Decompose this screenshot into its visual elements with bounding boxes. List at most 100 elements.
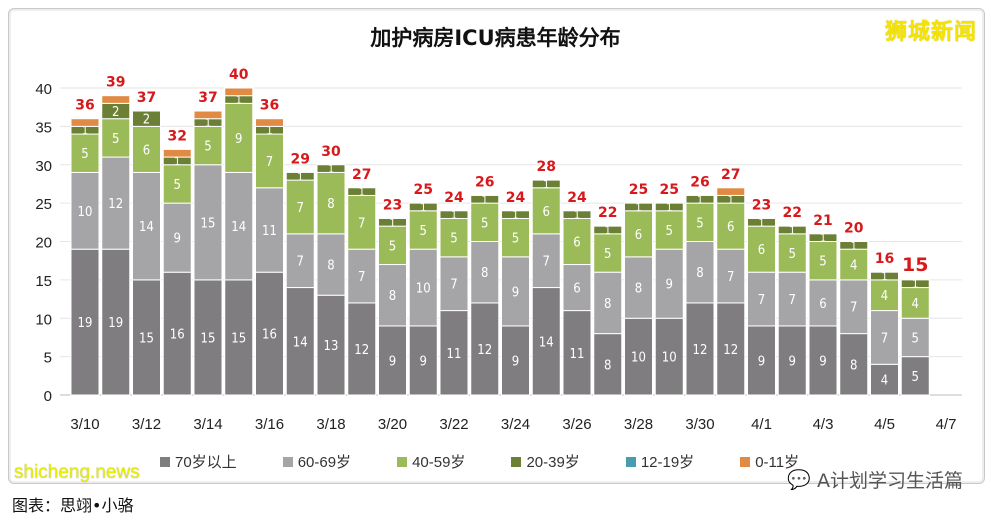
- bar-segment: [839, 333, 869, 396]
- segment-label: 9: [174, 232, 181, 247]
- segment-label: 5: [204, 140, 211, 155]
- segment-label: 1: [574, 209, 580, 222]
- segment-label: 16: [170, 328, 185, 343]
- total-label: 16: [875, 251, 894, 267]
- segment-label: 1: [881, 270, 887, 283]
- segment-label: 1: [697, 193, 703, 206]
- total-label: 26: [690, 174, 709, 190]
- bar-segment: [224, 279, 254, 396]
- segment-label: 9: [789, 354, 796, 369]
- bar-segment: [132, 279, 161, 396]
- total-label: 27: [352, 167, 371, 183]
- segment-label: 1: [728, 193, 734, 206]
- bar-segment: [870, 279, 899, 312]
- segment-label: 1: [389, 216, 395, 229]
- segment-label: 7: [850, 301, 857, 316]
- segment-label: 7: [358, 216, 365, 231]
- segment-label: 9: [666, 278, 673, 293]
- legend-label: 0-11岁: [755, 454, 800, 471]
- segment-label: 9: [512, 285, 519, 300]
- bar-segment: [562, 217, 592, 266]
- bar-segment: [562, 210, 592, 219]
- total-label: 36: [260, 98, 279, 114]
- bar-segment: [654, 317, 684, 396]
- caption: 图表：思翊•小骆: [12, 496, 134, 515]
- segment-label: 1: [359, 186, 365, 199]
- total-label: 36: [75, 98, 94, 114]
- segment-label: 14: [231, 220, 246, 235]
- segment-label: 5: [174, 178, 181, 193]
- legend-item: 0-11岁: [740, 451, 799, 472]
- x-tick-label: 3/14: [193, 416, 222, 433]
- bar-segment: [162, 202, 192, 273]
- segment-label: 1: [666, 201, 672, 214]
- segment-label: 12: [108, 197, 123, 212]
- segment-label: 6: [635, 228, 642, 243]
- segment-label: 7: [789, 293, 796, 308]
- segment-label: 10: [631, 351, 646, 366]
- bar-segment: [439, 310, 469, 396]
- y-tick-label: 15: [35, 273, 52, 290]
- bar-segment: [747, 271, 776, 327]
- bar-segment: [255, 187, 284, 273]
- x-tick-label: 4/5: [874, 416, 895, 433]
- total-label: 24: [567, 190, 587, 206]
- bar-segment: [470, 202, 500, 242]
- segment-label: 15: [201, 216, 216, 231]
- segment-label: 14: [139, 220, 154, 235]
- bar-segment: [285, 179, 315, 235]
- segment-label: 6: [573, 236, 580, 251]
- bar-segment: [255, 133, 284, 189]
- bar-segment: [316, 171, 346, 235]
- total-label: 30: [321, 144, 341, 160]
- bar-segment: [808, 241, 838, 281]
- segment-label: 6: [758, 243, 765, 258]
- wechat-label: A计划学习生活篇: [817, 470, 963, 492]
- bar-segment: [193, 125, 223, 166]
- bar-segment: [132, 171, 161, 281]
- segment-label: 8: [850, 358, 857, 373]
- segment-label: 15: [139, 331, 154, 346]
- total-label: 26: [475, 174, 494, 190]
- bar-segment: [716, 248, 746, 304]
- bar-segment: [654, 210, 684, 250]
- bar-segment: [593, 225, 623, 235]
- segment-label: 5: [666, 224, 673, 239]
- bar-segment: [101, 248, 131, 396]
- segment-label: 2: [143, 113, 150, 128]
- segment-label: 4: [912, 297, 919, 312]
- bar-segment: [624, 202, 653, 212]
- legend-item: 70岁以上: [160, 451, 237, 472]
- legend-label: 70岁以上: [175, 454, 237, 471]
- bar-segment: [470, 194, 500, 204]
- segment-label: 1: [297, 170, 303, 183]
- y-tick-label: 25: [35, 196, 52, 213]
- bar-segment: [900, 279, 930, 289]
- segment-label: 5: [81, 147, 88, 162]
- segment-label: 14: [293, 335, 308, 350]
- bar-segment: [777, 225, 807, 235]
- legend-item: 20-39岁: [511, 451, 580, 472]
- watermark: shicheng.news: [14, 462, 140, 483]
- bar-segment: [101, 95, 131, 104]
- bar-segment: [870, 310, 899, 365]
- segment-label: 8: [481, 266, 488, 281]
- total-label: 23: [752, 197, 771, 213]
- x-tick-label: 4/3: [813, 416, 834, 433]
- bar-segment: [285, 287, 315, 396]
- total-label: 15: [902, 254, 928, 276]
- total-label: 32: [168, 128, 187, 144]
- bar-segment: [378, 225, 407, 266]
- bar-segment: [439, 210, 469, 219]
- x-tick-label: 4/1: [751, 416, 772, 433]
- bar-segment: [870, 363, 899, 396]
- bar-segment: [193, 110, 223, 120]
- segment-label: 5: [912, 370, 919, 385]
- segment-label: 12: [477, 343, 492, 358]
- total-label: 20: [844, 221, 864, 237]
- segment-label: 15: [201, 331, 216, 346]
- segment-label: 9: [758, 354, 765, 369]
- segment-label: 1: [266, 124, 272, 137]
- bar-segment: [408, 210, 438, 250]
